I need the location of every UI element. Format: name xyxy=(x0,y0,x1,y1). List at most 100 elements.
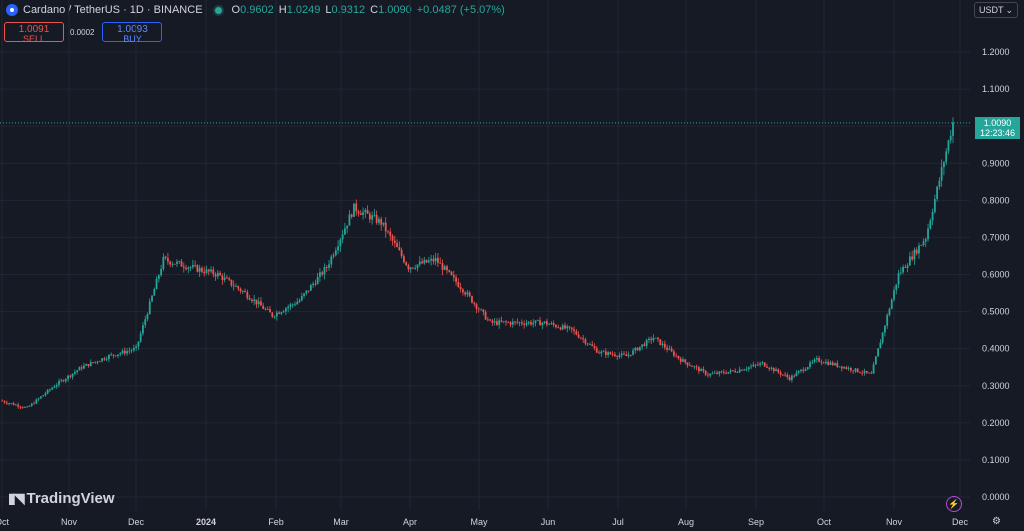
candle-body xyxy=(877,348,880,357)
candle-body xyxy=(137,341,140,347)
candle-body xyxy=(568,326,571,328)
candle-body xyxy=(53,386,56,388)
candle-body xyxy=(856,368,859,373)
candle-body xyxy=(514,321,516,323)
candle-body xyxy=(452,274,455,278)
candle-body xyxy=(849,367,852,371)
candle-body xyxy=(527,322,530,324)
x-tick-label: Oct xyxy=(817,517,832,527)
candle-body xyxy=(92,362,94,363)
buy-label: BUY xyxy=(123,34,142,44)
x-tick-label: Dec xyxy=(952,517,969,527)
candle-body xyxy=(305,290,308,294)
x-tick-label: Aug xyxy=(678,517,694,527)
candle-body xyxy=(897,273,900,285)
price-axis: 1.20001.10001.00000.90000.80000.70000.60… xyxy=(982,47,1010,502)
candle-body xyxy=(922,241,925,246)
candle-body xyxy=(945,151,948,163)
candle-body xyxy=(110,354,113,356)
candle-body xyxy=(423,259,426,264)
candle-body xyxy=(139,333,142,342)
candle-body xyxy=(722,371,725,373)
candle-body xyxy=(21,407,24,408)
candle-body xyxy=(58,381,60,385)
candle-body xyxy=(337,246,339,251)
candle-body xyxy=(729,370,732,372)
candle-body xyxy=(67,375,69,380)
candle-body xyxy=(207,269,210,272)
candle-body xyxy=(761,362,764,364)
candle-body xyxy=(387,231,389,233)
candle-body xyxy=(586,343,589,345)
market-status-icon[interactable] xyxy=(214,6,222,14)
candle-body xyxy=(575,331,578,335)
candle-body xyxy=(657,337,659,340)
candle-body xyxy=(516,321,519,323)
x-tick-label: Apr xyxy=(403,517,417,527)
candle-body xyxy=(323,267,326,275)
candle-body xyxy=(219,272,221,276)
candle-body xyxy=(602,351,605,353)
lightning-icon[interactable]: ⚡ xyxy=(946,496,962,512)
candle-body xyxy=(355,203,358,212)
candle-body xyxy=(185,267,187,270)
tradingview-logo[interactable]: ▮◥ TradingView xyxy=(8,490,115,507)
candle-body xyxy=(375,214,378,223)
candle-body xyxy=(80,367,83,369)
candle-body xyxy=(389,231,392,236)
currency-selector[interactable]: USDT ⌄ xyxy=(974,2,1018,18)
candle-body xyxy=(382,222,385,225)
candle-body xyxy=(752,364,755,367)
candle-body xyxy=(677,355,680,359)
candle-body xyxy=(201,268,203,272)
candle-body xyxy=(427,260,430,263)
candle-body xyxy=(779,372,782,375)
chevron-down-icon: ⌄ xyxy=(1005,4,1013,15)
candle-body xyxy=(291,304,294,306)
candle-body xyxy=(466,292,469,295)
candle-body xyxy=(493,321,496,323)
ohlc-readout: O0.9602 H1.0249 L0.9312 C1.0090 +0.0487 … xyxy=(232,4,505,16)
candle-body xyxy=(879,342,882,349)
candle-body xyxy=(319,272,321,277)
candle-body xyxy=(627,354,630,357)
candle-body xyxy=(309,285,312,291)
symbol-title[interactable]: Cardano / TetherUS · 1D · BINANCE xyxy=(23,4,203,16)
buy-button[interactable]: 1.0093 BUY xyxy=(102,22,163,44)
candle-body xyxy=(595,348,598,353)
candle-body xyxy=(915,249,918,254)
candle-body xyxy=(480,309,482,311)
candle-body xyxy=(55,384,58,387)
candle-body xyxy=(675,355,678,357)
candle-body xyxy=(153,289,156,296)
candle-body xyxy=(71,373,74,377)
candle-body xyxy=(482,309,485,312)
gear-icon[interactable]: ⚙ xyxy=(992,516,1001,527)
candle-body xyxy=(727,371,730,374)
candle-body xyxy=(929,220,932,229)
candle-body xyxy=(28,406,31,407)
candle-body xyxy=(475,303,478,309)
sell-button[interactable]: 1.0091 SELL xyxy=(4,22,64,44)
open-key: O xyxy=(231,4,241,16)
candle-body xyxy=(30,403,33,407)
candle-body xyxy=(350,214,353,217)
candle-body xyxy=(248,297,251,300)
candle-body xyxy=(550,323,553,325)
candle-body xyxy=(42,395,45,397)
candle-body xyxy=(246,292,249,298)
candle-body xyxy=(253,299,256,302)
candle-body xyxy=(843,367,845,369)
candle-body xyxy=(825,361,827,364)
candle-body xyxy=(645,339,648,346)
candle-body xyxy=(648,338,650,340)
candle-body xyxy=(321,272,324,275)
candle-body xyxy=(232,285,235,287)
low-key: L xyxy=(325,4,332,16)
candle-body xyxy=(275,312,278,317)
candle-body xyxy=(505,321,507,323)
candle-body xyxy=(128,350,131,352)
candle-body xyxy=(371,215,374,220)
candle-body xyxy=(434,257,437,262)
